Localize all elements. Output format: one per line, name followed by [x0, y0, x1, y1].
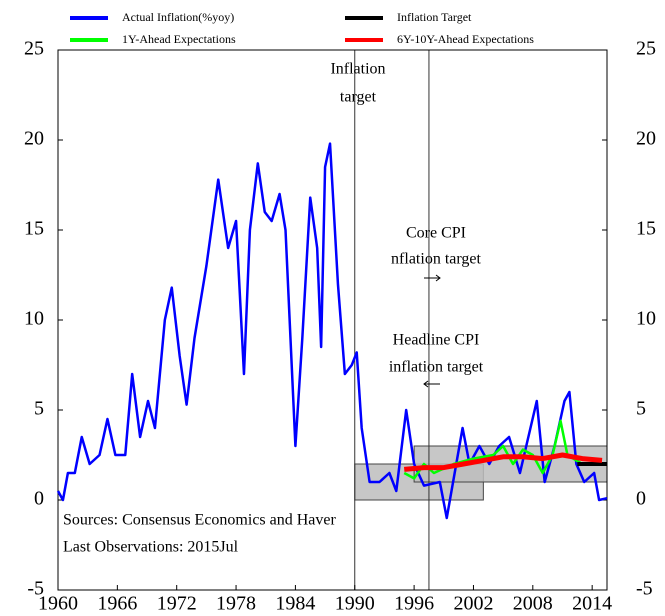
- annotation: Core CPI: [406, 225, 466, 242]
- y-tick-label: 25: [24, 38, 44, 60]
- x-tick-label: 2008: [513, 593, 553, 615]
- series-line: [56, 142, 608, 520]
- x-tick-label: 2002: [453, 593, 493, 615]
- y2-tick-label: 25: [636, 38, 656, 60]
- y2-tick-label: 15: [636, 218, 656, 240]
- annotation: nflation target: [391, 251, 481, 268]
- y2-tick-label: 20: [636, 128, 656, 150]
- x-tick-label: 1984: [275, 593, 315, 615]
- y2-tick-label: 0: [636, 488, 646, 510]
- x-tick-label: 2014: [572, 593, 612, 615]
- x-tick-label: 1990: [335, 593, 375, 615]
- annotation: Last Observations: 2015Jul: [63, 539, 239, 556]
- x-tick-label: 1978: [216, 593, 256, 615]
- y2-tick-label: -5: [636, 578, 653, 600]
- x-tick-label: 1972: [157, 593, 197, 615]
- arrow: [423, 380, 440, 388]
- x-tick-label: 1966: [97, 593, 137, 615]
- y-tick-label: 20: [24, 128, 44, 150]
- y-tick-label: 15: [24, 218, 44, 240]
- legend-label: 6Y-10Y-Ahead Expectations: [397, 32, 534, 46]
- annotation: target: [340, 89, 377, 106]
- y2-tick-label: 5: [636, 398, 646, 420]
- annotation: Sources: Consensus Economics and Haver: [63, 512, 337, 529]
- annotation: inflation target: [389, 359, 484, 376]
- y-tick-label: -5: [27, 578, 44, 600]
- x-tick-label: 1960: [38, 593, 78, 615]
- x-tick-label: 1996: [394, 593, 434, 615]
- legend-label: Actual Inflation(%yoy): [122, 10, 234, 24]
- legend-label: 1Y-Ahead Expectations: [122, 32, 236, 46]
- annotation: Inflation: [330, 61, 385, 78]
- arrow: [424, 274, 441, 282]
- y-tick-label: 10: [24, 308, 44, 330]
- series-line: [403, 452, 603, 472]
- legend-label: Inflation Target: [397, 10, 472, 24]
- y-tick-label: 5: [34, 398, 44, 420]
- y-tick-label: 0: [34, 488, 44, 510]
- y2-tick-label: 10: [636, 308, 656, 330]
- annotation: Headline CPI: [393, 332, 480, 349]
- plot-frame: [57, 49, 608, 591]
